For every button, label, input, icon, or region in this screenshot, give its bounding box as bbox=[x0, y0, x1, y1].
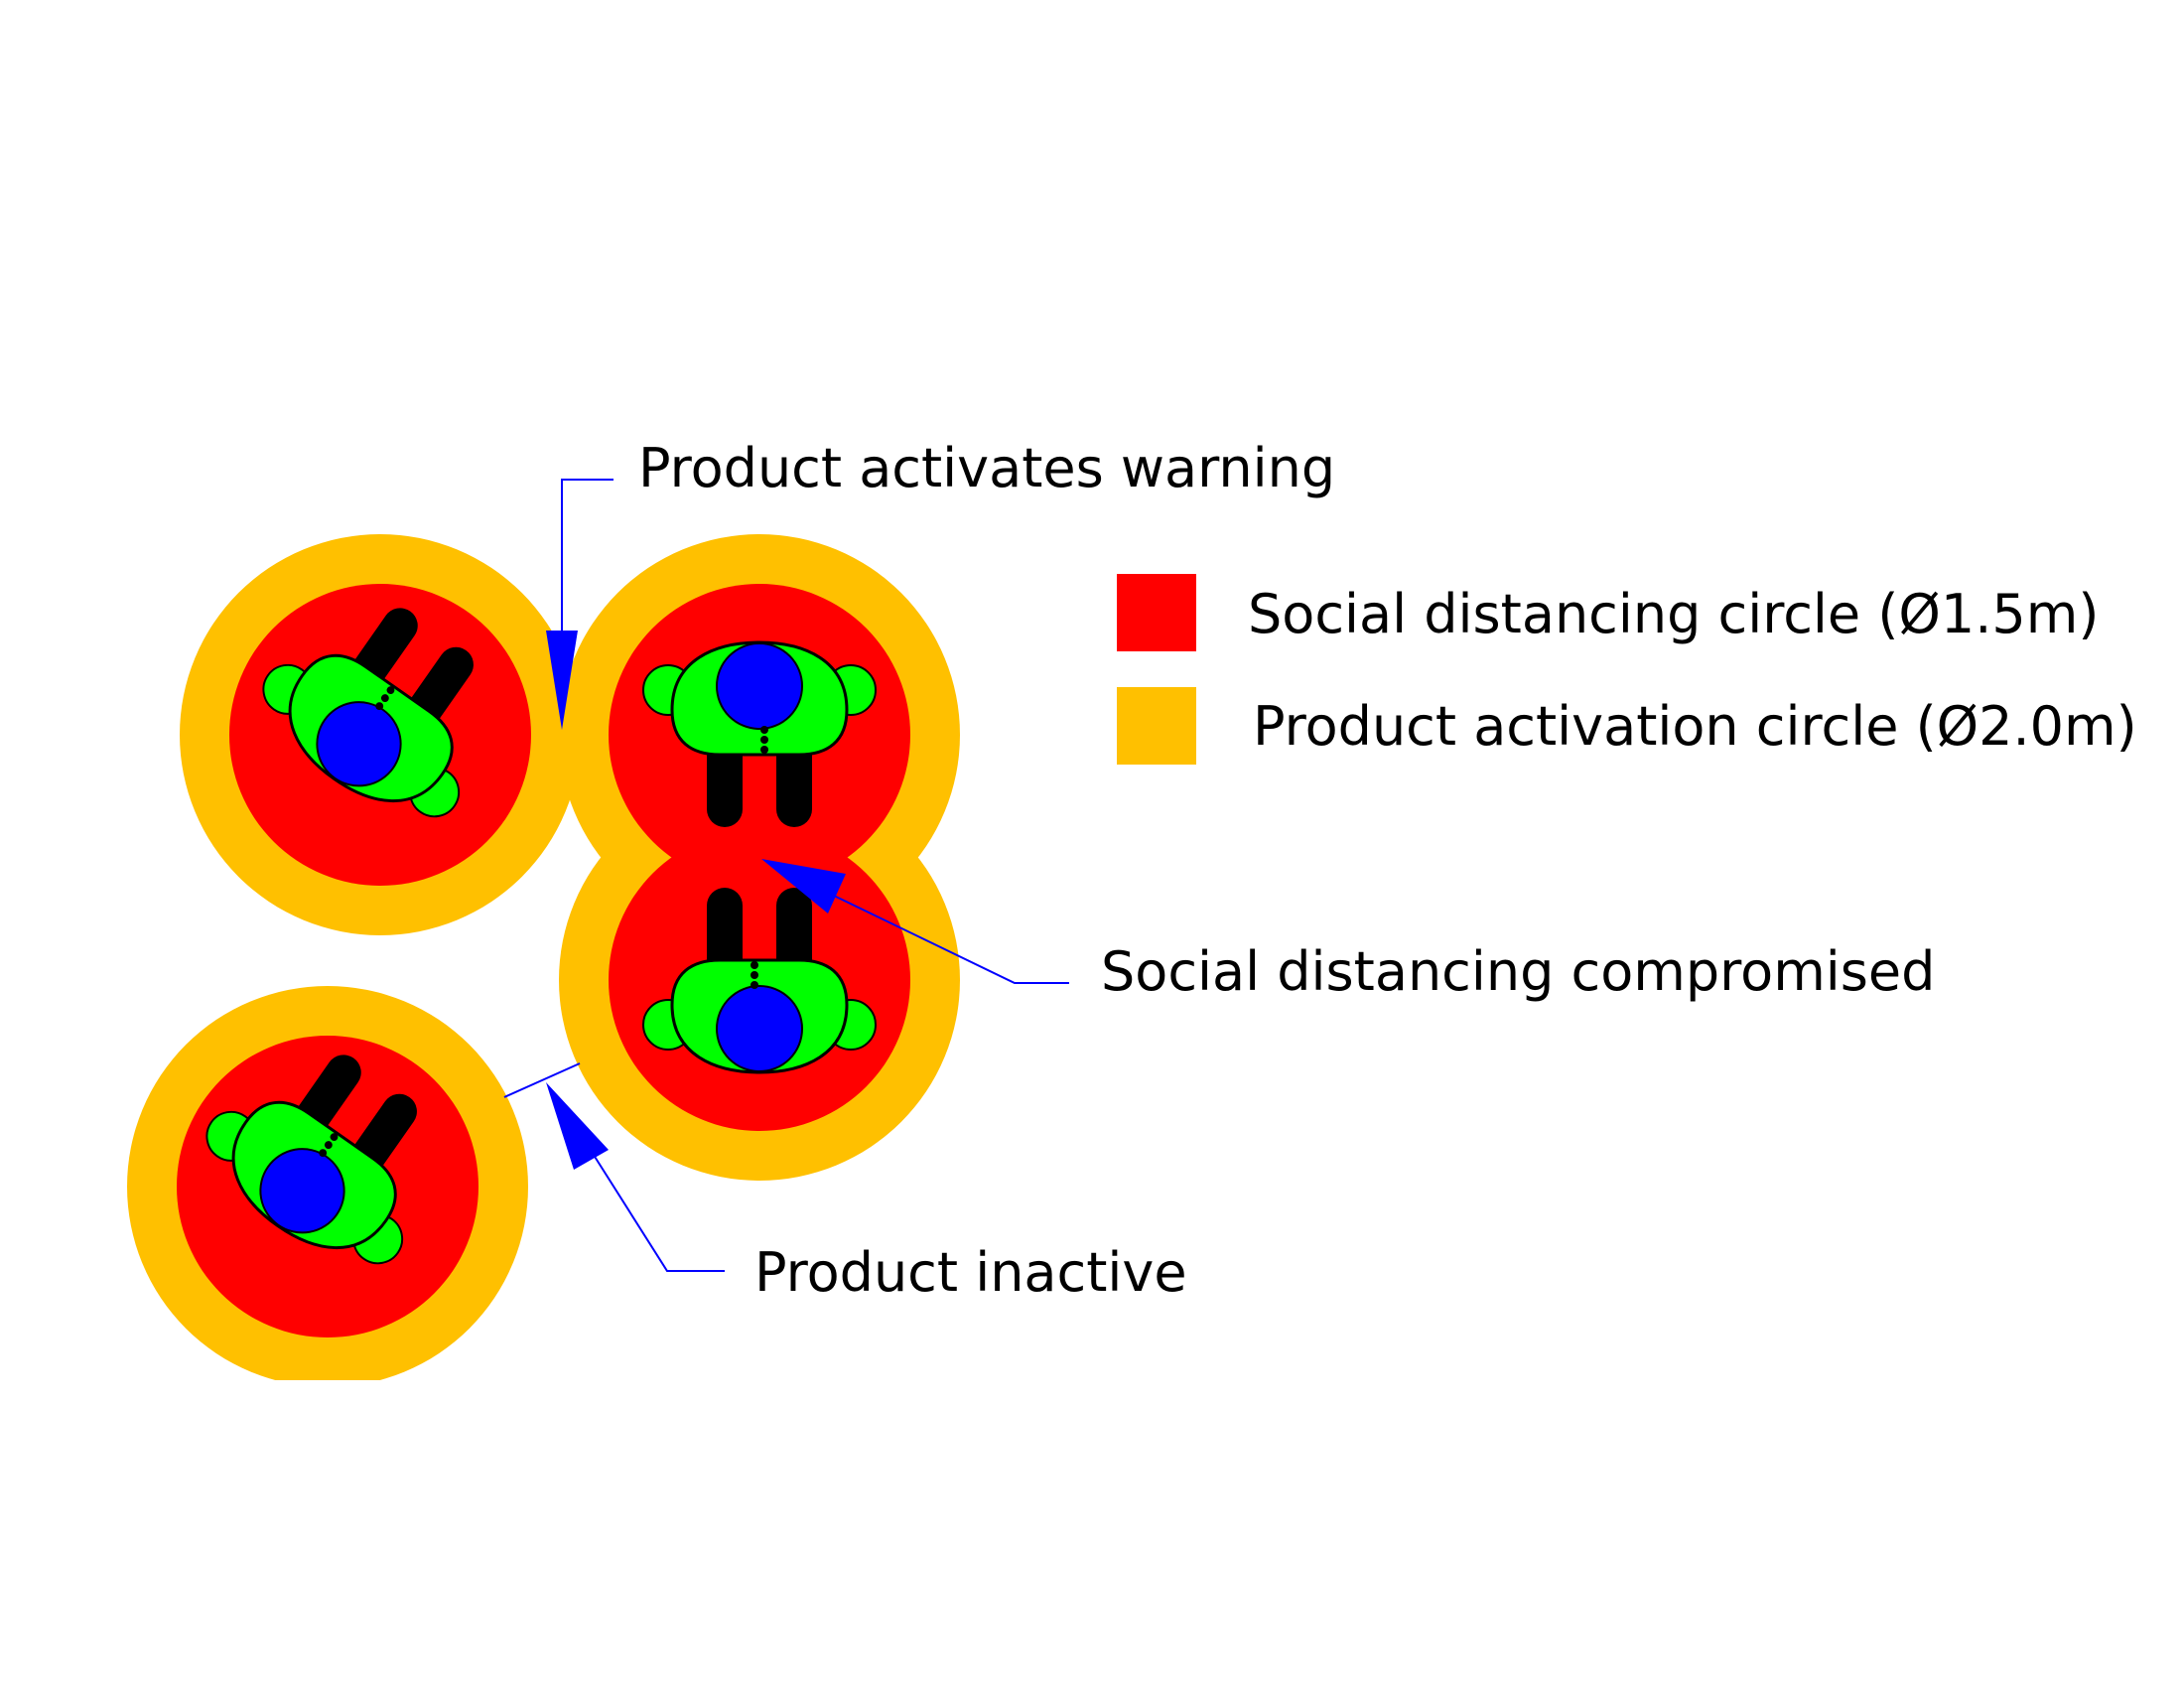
legend-distancing-swatch bbox=[1117, 574, 1196, 651]
callout-inactive-arrow bbox=[546, 1082, 609, 1170]
callout-warning-arrow bbox=[546, 631, 578, 730]
legend-activation-label: Product activation circle (Ø2.0m) bbox=[1253, 695, 2137, 758]
legend: Social distancing circle (Ø1.5m) Product… bbox=[1117, 574, 2137, 765]
callout-compromised-arrow bbox=[761, 859, 846, 914]
callout-inactive-label: Product inactive bbox=[754, 1241, 1187, 1304]
callout-inactive-leader bbox=[503, 1062, 725, 1272]
callout-warning-leader bbox=[561, 479, 614, 631]
legend-activation-swatch bbox=[1117, 687, 1196, 765]
callout-warning-label: Product activates warning bbox=[638, 437, 1335, 499]
callout-compromised-label: Social distancing compromised bbox=[1101, 940, 1935, 1003]
legend-distancing-label: Social distancing circle (Ø1.5m) bbox=[1248, 583, 2099, 645]
callout-compromised-leader bbox=[833, 895, 1069, 984]
